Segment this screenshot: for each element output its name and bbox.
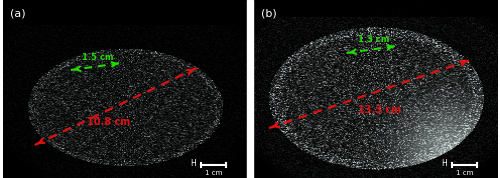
Text: 1.5 cm: 1.5 cm — [82, 54, 114, 62]
Text: 1 cm: 1 cm — [456, 170, 473, 176]
Text: (a): (a) — [10, 9, 25, 19]
Text: 1 cm: 1 cm — [204, 170, 222, 176]
Text: (b): (b) — [261, 9, 277, 19]
Text: 10.8 cm: 10.8 cm — [86, 117, 130, 127]
Text: 13.3 cm: 13.3 cm — [358, 105, 402, 115]
Text: H: H — [190, 159, 196, 169]
Text: 1.3 cm: 1.3 cm — [358, 35, 390, 44]
Text: H: H — [442, 159, 447, 169]
